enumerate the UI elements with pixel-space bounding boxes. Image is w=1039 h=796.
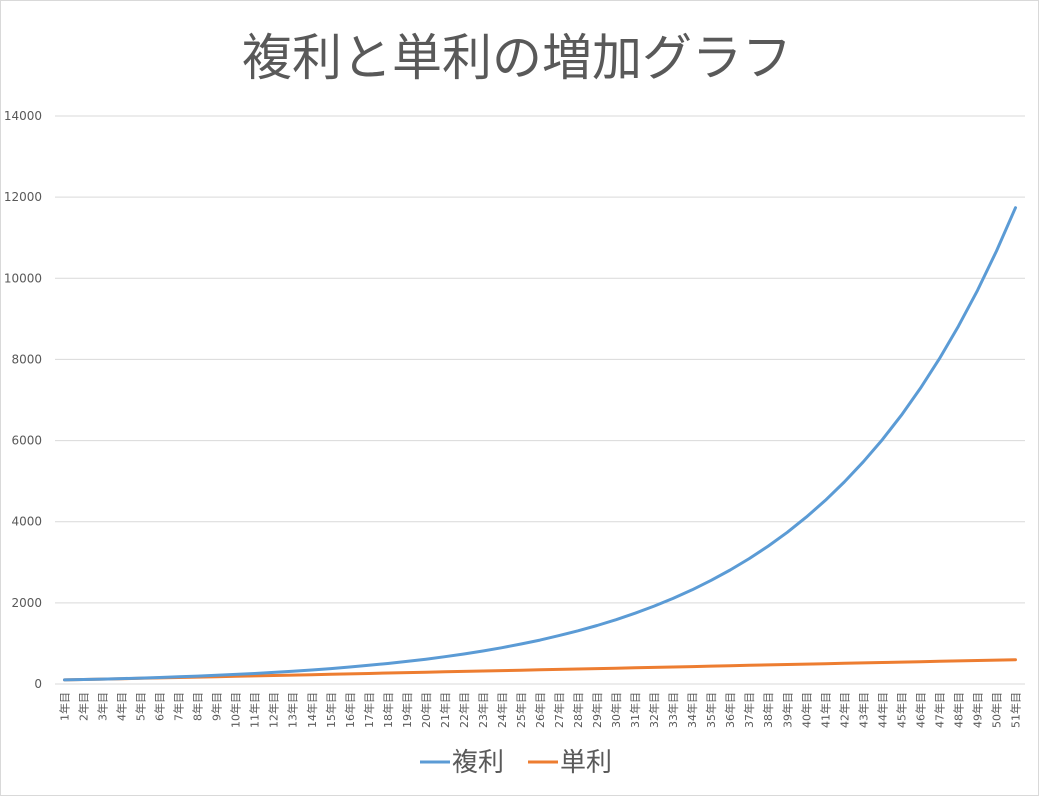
- x-tick-label: 20年目: [419, 692, 433, 728]
- x-tick-label: 30年目: [609, 692, 623, 728]
- x-tick-label: 3年目: [96, 692, 110, 721]
- x-tick-label: 39年目: [780, 692, 794, 728]
- x-tick-label: 22年目: [457, 692, 471, 728]
- x-tick-label: 46年目: [913, 692, 927, 728]
- x-tick-label: 4年目: [115, 692, 129, 721]
- x-tick-label: 45年目: [894, 692, 908, 728]
- x-tick-label: 29年目: [590, 692, 604, 728]
- x-tick-label: 28年目: [571, 692, 585, 728]
- x-tick-label: 32年目: [647, 692, 661, 728]
- x-tick-label: 9年目: [210, 692, 224, 721]
- x-tick-label: 13年目: [286, 692, 300, 728]
- x-tick-label: 31年目: [628, 692, 642, 728]
- x-tick-label: 17年目: [362, 692, 376, 728]
- x-tick-label: 21年目: [438, 692, 452, 728]
- x-tick-label: 35年目: [704, 692, 718, 728]
- x-tick-label: 36年目: [723, 692, 737, 728]
- x-tick-label: 40年目: [799, 692, 813, 728]
- y-tick-label: 6000: [11, 434, 42, 448]
- x-tick-label: 7年目: [172, 692, 186, 721]
- y-tick-label: 12000: [4, 190, 42, 204]
- series-line-複利: [63, 206, 1017, 682]
- x-tick-label: 1年目: [58, 692, 72, 721]
- y-tick-label: 8000: [11, 352, 42, 366]
- x-tick-label: 2年目: [77, 692, 91, 721]
- x-tick-label: 44年目: [875, 692, 889, 728]
- y-tick-label: 2000: [11, 596, 42, 610]
- x-tick-label: 33年目: [666, 692, 680, 728]
- series-line-単利: [63, 658, 1017, 682]
- chart-title: 複利と単利の増加グラフ: [242, 29, 792, 87]
- x-tick-label: 47年目: [932, 692, 946, 728]
- x-tick-label: 18年目: [381, 692, 395, 728]
- x-tick-label: 16年目: [343, 692, 357, 728]
- x-tick-label: 8年目: [191, 692, 205, 721]
- y-tick-label: 14000: [4, 109, 42, 123]
- x-tick-label: 14年目: [305, 692, 319, 728]
- x-tick-label: 50年目: [989, 692, 1003, 728]
- x-tick-label: 10年目: [229, 692, 243, 728]
- x-tick-label: 41年目: [818, 692, 832, 728]
- x-tick-label: 43年目: [856, 692, 870, 728]
- x-tick-label: 6年目: [153, 692, 167, 721]
- legend-label: 複利: [452, 748, 504, 778]
- y-tick-label: 10000: [4, 271, 42, 285]
- x-tick-label: 12年目: [267, 692, 281, 728]
- x-tick-label: 15年目: [324, 692, 338, 728]
- x-tick-label: 25年目: [514, 692, 528, 728]
- x-tick-label: 37年目: [742, 692, 756, 728]
- x-tick-label: 42年目: [837, 692, 851, 728]
- x-tick-label: 38年目: [761, 692, 775, 728]
- x-tick-label: 5年目: [134, 692, 148, 721]
- y-tick-label: 4000: [11, 515, 42, 529]
- x-tick-label: 23年目: [476, 692, 490, 728]
- y-tick-label: 0: [34, 677, 42, 691]
- x-tick-label: 49年目: [970, 692, 984, 728]
- x-tick-label: 34年目: [685, 692, 699, 728]
- x-tick-label: 19年目: [400, 692, 414, 728]
- x-tick-label: 51年目: [1008, 692, 1022, 728]
- x-tick-label: 26年目: [533, 692, 547, 728]
- x-tick-label: 11年目: [248, 692, 262, 728]
- x-tick-label: 48年目: [951, 692, 965, 728]
- x-tick-label: 24年目: [495, 692, 509, 728]
- legend-label: 単利: [560, 748, 612, 778]
- x-tick-label: 27年目: [552, 692, 566, 728]
